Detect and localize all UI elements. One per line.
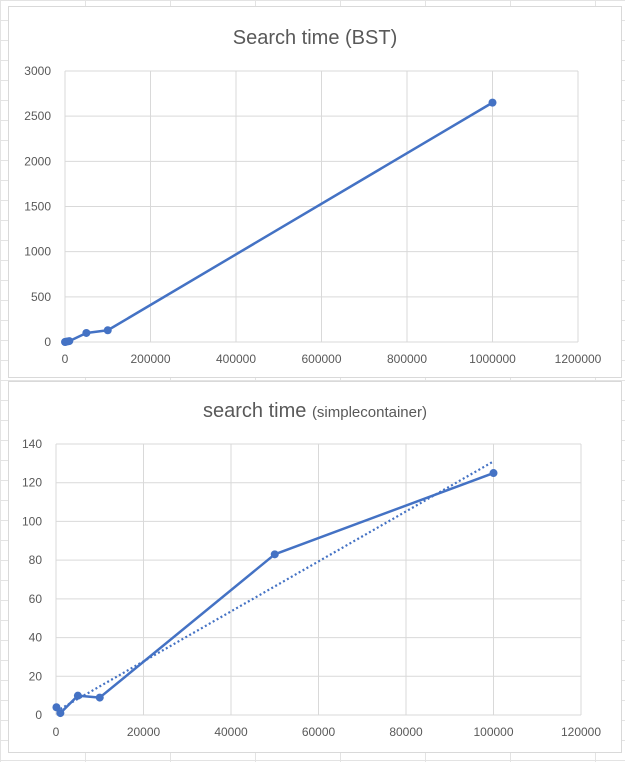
x-tick-label: 20000 [127, 725, 161, 739]
y-tick-label: 500 [31, 290, 51, 304]
y-tick-label: 100 [22, 514, 42, 528]
x-tick-label: 60000 [302, 725, 336, 739]
y-tick-label: 20 [29, 669, 43, 683]
bst-chart-plot: 0 500 1000 1500 2000 2500 3000 0 200000 400000 600… [24, 64, 602, 366]
data-point [52, 703, 61, 712]
series-line [55, 471, 494, 715]
bst-chart[interactable]: Search time (BST) 0 500 1000 1500 2000 2500 30… [8, 6, 622, 378]
x-tick-label: 600000 [301, 352, 341, 366]
x-tick-label: 80000 [389, 725, 423, 739]
x-tick-label: 0 [53, 725, 60, 739]
y-tick-label: 2000 [24, 154, 51, 168]
x-tick-label: 40000 [214, 725, 248, 739]
data-point [270, 550, 279, 559]
y-tick-label: 40 [29, 631, 43, 645]
x-tick-label: 1200000 [555, 352, 602, 366]
y-tick-label: 140 [22, 437, 42, 451]
data-point [73, 691, 82, 700]
y-tick-label: 60 [29, 592, 43, 606]
chart-title: search time (simplecontainer) [9, 400, 621, 423]
series-line [64, 101, 494, 344]
x-tick-label: 400000 [216, 352, 256, 366]
y-tick-label: 0 [35, 708, 42, 722]
y-tick-label: 1000 [24, 245, 51, 259]
data-point [56, 709, 65, 718]
y-tick-label: 120 [22, 476, 42, 490]
data-point [65, 337, 74, 346]
y-tick-label: 80 [29, 553, 43, 567]
data-point [103, 326, 112, 335]
x-tick-label: 0 [62, 352, 69, 366]
x-tick-label: 200000 [130, 352, 170, 366]
data-point [488, 98, 497, 107]
x-tick-label: 800000 [387, 352, 427, 366]
y-tick-label: 3000 [24, 64, 51, 78]
x-tick-label: 100000 [473, 725, 513, 739]
y-tick-label: 0 [44, 335, 51, 349]
data-point [95, 693, 104, 702]
x-tick-label: 120000 [561, 725, 601, 739]
simplecontainer-chart[interactable]: search time (simplecontainer) 0 20 40 60 80 1… [8, 381, 622, 753]
chart-title-text: search time [203, 400, 307, 422]
chart-title: Search time (BST) [9, 27, 621, 50]
y-tick-label: 1500 [24, 200, 51, 214]
chart-title-text: Search time (BST) [232, 27, 398, 49]
y-tick-label: 2500 [24, 109, 51, 123]
trendline [55, 460, 495, 713]
x-tick-label: 1000000 [469, 352, 516, 366]
simplecontainer-chart-plot: 0 20 40 60 80 100 120 140 0 20000 40000 60000 80000 1… [22, 437, 601, 739]
chart-subtitle: (simplecontainer) [311, 404, 427, 421]
data-point [489, 469, 498, 478]
data-point [82, 328, 91, 337]
